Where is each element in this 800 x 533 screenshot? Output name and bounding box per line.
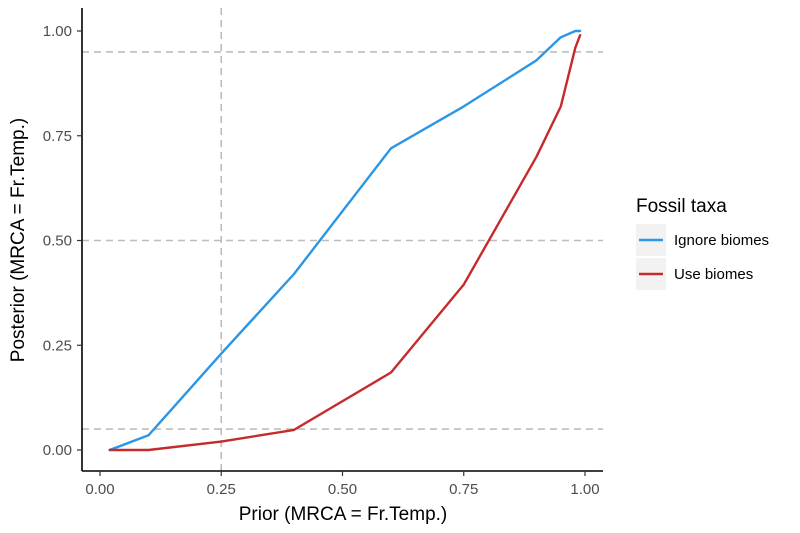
y-axis-ticks: 0.00 0.25 0.50 0.75 1.00 <box>43 23 82 459</box>
legend-title: Fossil taxa <box>636 196 727 217</box>
y-axis-title: Posterior (MRCA = Fr.Temp.) <box>8 118 29 362</box>
reference-lines <box>82 8 603 471</box>
series-line-0 <box>108 29 582 452</box>
x-tick-label-2: 0.50 <box>328 481 357 498</box>
x-axis-title: Prior (MRCA = Fr.Temp.) <box>239 504 448 525</box>
series-layer <box>108 29 582 452</box>
x-tick-label-3: 0.75 <box>449 481 478 498</box>
legend-label-1: Use biomes <box>674 266 753 283</box>
y-tick-label-1: 0.25 <box>43 337 72 354</box>
x-tick-label-0: 0.00 <box>85 481 114 498</box>
x-tick-label-1: 0.25 <box>207 481 236 498</box>
x-tick-label-4: 1.00 <box>570 481 599 498</box>
y-tick-label-4: 1.00 <box>43 23 72 40</box>
y-tick-label-0: 0.00 <box>43 442 72 459</box>
legend-items: Ignore biomes Use biomes <box>636 224 769 290</box>
legend: Fossil taxa Ignore biomes Use biomes <box>636 196 769 290</box>
x-axis-ticks: 0.00 0.25 0.50 0.75 1.00 <box>85 471 600 498</box>
legend-label-0: Ignore biomes <box>674 232 769 249</box>
y-tick-label-3: 0.75 <box>43 128 72 145</box>
series-line-1 <box>108 34 582 452</box>
y-tick-label-2: 0.50 <box>43 233 72 250</box>
